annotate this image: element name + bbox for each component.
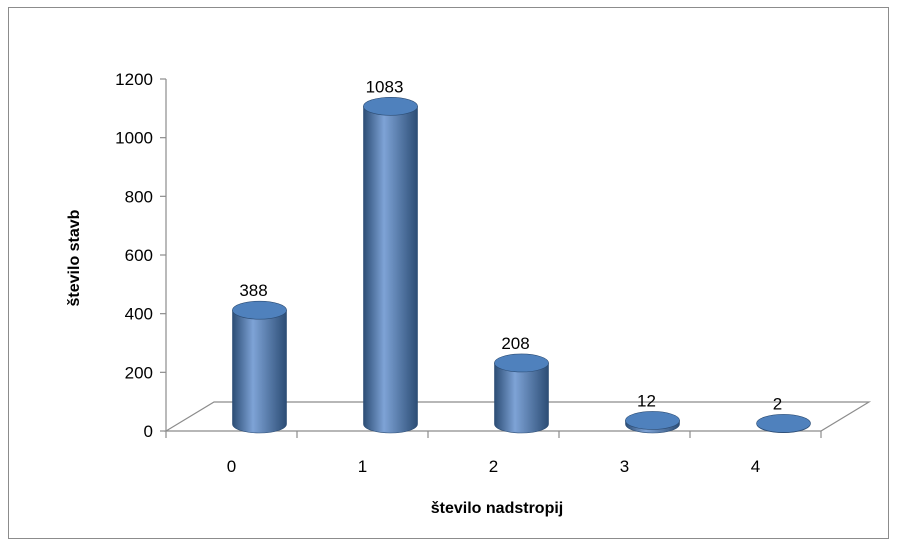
bar-body [363,106,418,434]
x-tick-label: 1 [358,457,367,476]
data-label: 388 [239,281,267,300]
y-tick-label: 1200 [115,70,153,89]
bar [363,97,418,434]
y-tick-label: 1000 [115,129,153,148]
x-tick-label: 2 [489,457,498,476]
bar-body [494,362,549,434]
bar-top [625,411,680,430]
data-label: 1083 [366,77,404,96]
data-label: 208 [501,334,529,353]
y-tick-label: 0 [144,422,153,441]
axes [160,78,872,438]
bar-top [363,97,418,116]
x-axis-title: število nadstropij [431,500,563,517]
y-tick-label: 200 [125,363,153,382]
chart-frame: 0 200 400 600 800 1000 1200 0 1 2 3 4 388 1083 208 12 2 … [8,7,889,539]
y-axis-title: število stavb [66,209,83,306]
x-tick-label: 4 [751,457,760,476]
bar [625,411,680,434]
bar [232,300,287,434]
bar-body [232,309,287,434]
y-tick-label: 800 [125,187,153,206]
bar-top [494,353,549,373]
bar [756,414,811,433]
y-tick-label: 600 [125,246,153,265]
bar-top [232,300,287,320]
bar-top [756,414,811,433]
data-label: 12 [637,391,656,410]
bars [232,97,811,434]
y-tick-label: 400 [125,305,153,324]
data-label: 2 [773,394,782,413]
x-tick-label: 3 [620,457,629,476]
bar [494,353,549,434]
x-tick-label: 0 [227,457,236,476]
floor-plane [163,401,872,432]
